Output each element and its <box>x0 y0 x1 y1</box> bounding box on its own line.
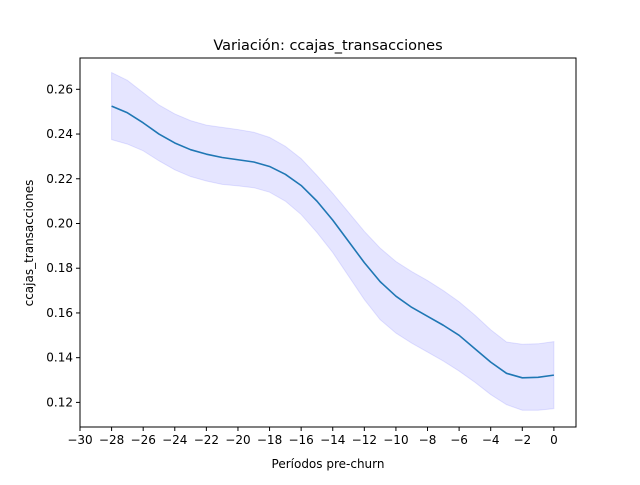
x-tick-label: −16 <box>288 433 313 447</box>
plot-frame <box>79 57 577 428</box>
plot-area <box>111 71 555 411</box>
y-tick-label: 0.18 <box>46 261 73 275</box>
x-tick-label: −6 <box>450 433 468 447</box>
y-tick-label: 0.26 <box>46 82 73 96</box>
x-tick-label: −20 <box>225 433 250 447</box>
y-tick-label: 0.22 <box>46 172 73 186</box>
x-tick-label: −12 <box>352 433 377 447</box>
x-tick-label: −4 <box>482 433 500 447</box>
x-tick-label: −8 <box>419 433 437 447</box>
y-tick-label: 0.16 <box>46 306 73 320</box>
x-tick-label: −22 <box>194 433 219 447</box>
x-tick-label: 0 <box>550 433 558 447</box>
series-line <box>111 105 555 379</box>
x-tick-label: −14 <box>320 433 345 447</box>
x-axis-label: Períodos pre-churn <box>272 457 385 471</box>
y-axis-label: ccajas_transacciones <box>22 180 36 307</box>
y-axis: 0.12 0.14 0.16 0.18 0.20 0.22 0.24 0.26 <box>46 82 80 409</box>
x-axis: −30 −28 −26 −24 −22 −20 −18 −16 −14 −12 −10 −8 −6 −4−… <box>67 427 558 447</box>
x-tick-label: −26 <box>131 433 156 447</box>
x-tick-label: −2 <box>513 433 531 447</box>
y-tick-label: 0.14 <box>46 351 73 365</box>
x-tick-label: −10 <box>383 433 408 447</box>
x-tick-label: −18 <box>257 433 282 447</box>
x-tick-label: −28 <box>99 433 124 447</box>
y-tick-label: 0.24 <box>46 127 73 141</box>
chart-title: Variación: ccajas_transacciones <box>213 38 442 54</box>
y-tick-label: 0.12 <box>46 395 73 409</box>
x-tick-label: −24 <box>162 433 187 447</box>
y-tick-label: 0.20 <box>46 216 73 230</box>
x-tick-label: −30 <box>67 433 92 447</box>
